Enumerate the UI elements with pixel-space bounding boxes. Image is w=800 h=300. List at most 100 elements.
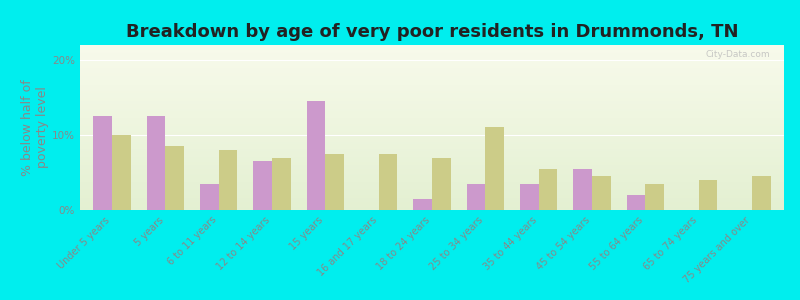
Bar bbox=[414, 199, 432, 210]
Bar bbox=[80, 88, 784, 89]
Bar bbox=[80, 65, 784, 66]
Bar bbox=[80, 112, 784, 114]
Bar bbox=[80, 80, 784, 81]
Bar bbox=[80, 55, 784, 56]
Bar bbox=[80, 91, 784, 93]
Bar bbox=[80, 154, 784, 155]
Bar bbox=[80, 185, 784, 187]
Bar bbox=[80, 147, 784, 149]
Bar bbox=[112, 135, 130, 210]
Bar bbox=[80, 141, 784, 142]
Bar bbox=[80, 104, 784, 106]
Bar bbox=[80, 139, 784, 141]
Bar bbox=[80, 178, 784, 180]
Bar bbox=[218, 150, 238, 210]
Text: City-Data.com: City-Data.com bbox=[706, 50, 770, 59]
Bar bbox=[80, 83, 784, 85]
Bar bbox=[80, 73, 784, 75]
Bar bbox=[80, 142, 784, 144]
Bar bbox=[80, 165, 784, 167]
Bar bbox=[80, 202, 784, 203]
Bar bbox=[80, 137, 784, 139]
Bar bbox=[80, 53, 784, 55]
Bar bbox=[80, 144, 784, 146]
Bar bbox=[80, 66, 784, 68]
Bar bbox=[80, 203, 784, 205]
Bar bbox=[626, 195, 646, 210]
Bar bbox=[80, 170, 784, 172]
Bar bbox=[80, 182, 784, 184]
Bar bbox=[80, 48, 784, 50]
Bar bbox=[80, 131, 784, 132]
Bar bbox=[80, 56, 784, 58]
Bar bbox=[80, 172, 784, 174]
Bar bbox=[80, 108, 784, 109]
Bar bbox=[80, 162, 784, 164]
Bar bbox=[80, 106, 784, 108]
Bar bbox=[200, 184, 218, 210]
Bar bbox=[254, 161, 272, 210]
Bar bbox=[80, 167, 784, 169]
Bar bbox=[80, 160, 784, 162]
Bar bbox=[80, 126, 784, 128]
Bar bbox=[326, 154, 344, 210]
Title: Breakdown by age of very poor residents in Drummonds, TN: Breakdown by age of very poor residents … bbox=[126, 23, 738, 41]
Bar bbox=[80, 129, 784, 131]
Bar bbox=[94, 116, 112, 210]
Bar bbox=[80, 116, 784, 118]
Bar bbox=[80, 188, 784, 190]
Bar bbox=[538, 169, 558, 210]
Bar bbox=[80, 187, 784, 188]
Bar bbox=[80, 136, 784, 137]
Bar bbox=[80, 45, 784, 46]
Bar bbox=[80, 114, 784, 116]
Bar bbox=[272, 158, 290, 210]
Bar bbox=[80, 98, 784, 99]
Bar bbox=[80, 155, 784, 157]
Bar bbox=[80, 164, 784, 165]
Bar bbox=[574, 169, 592, 210]
Bar bbox=[80, 184, 784, 185]
Bar bbox=[80, 58, 784, 60]
Bar bbox=[80, 46, 784, 48]
Bar bbox=[432, 158, 450, 210]
Bar bbox=[80, 199, 784, 200]
Y-axis label: % below half of
poverty level: % below half of poverty level bbox=[22, 79, 50, 176]
Bar bbox=[80, 78, 784, 80]
Bar bbox=[80, 180, 784, 182]
Bar bbox=[80, 122, 784, 124]
Bar bbox=[80, 52, 784, 53]
Bar bbox=[80, 192, 784, 194]
Bar bbox=[80, 208, 784, 210]
Bar bbox=[80, 205, 784, 207]
Bar bbox=[80, 195, 784, 197]
Bar bbox=[80, 71, 784, 73]
Bar bbox=[166, 146, 184, 210]
Bar bbox=[80, 169, 784, 170]
Bar bbox=[698, 180, 718, 210]
Bar bbox=[80, 197, 784, 199]
Bar bbox=[378, 154, 398, 210]
Bar bbox=[80, 194, 784, 195]
Bar bbox=[80, 63, 784, 65]
Bar bbox=[80, 101, 784, 103]
Bar bbox=[80, 175, 784, 177]
Bar bbox=[80, 174, 784, 175]
Bar bbox=[80, 99, 784, 101]
Bar bbox=[752, 176, 770, 210]
Bar bbox=[466, 184, 486, 210]
Bar bbox=[146, 116, 166, 210]
Bar bbox=[80, 60, 784, 61]
Bar bbox=[80, 177, 784, 178]
Bar bbox=[80, 103, 784, 104]
Bar bbox=[80, 68, 784, 70]
Bar bbox=[80, 94, 784, 96]
Bar bbox=[80, 152, 784, 154]
Bar bbox=[80, 118, 784, 119]
Bar bbox=[80, 50, 784, 52]
Bar bbox=[80, 134, 784, 136]
Bar bbox=[80, 149, 784, 151]
Bar bbox=[646, 184, 664, 210]
Bar bbox=[80, 61, 784, 63]
Bar bbox=[520, 184, 538, 210]
